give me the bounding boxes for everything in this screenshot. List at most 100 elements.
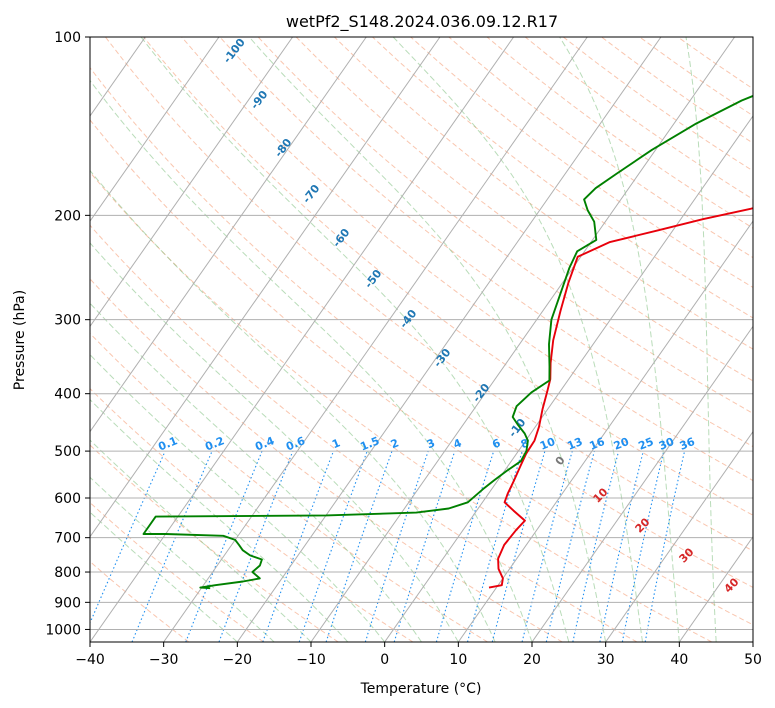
mixing-ratio-label: 10 (538, 435, 557, 453)
moist-adiabat (685, 37, 717, 642)
mixing-ratio-line (572, 450, 620, 642)
dry-adiabat (639, 37, 753, 117)
mixing-ratio-line (621, 450, 665, 642)
dry-adiabat (219, 37, 753, 448)
wetbulb-labels: -100-90-80-70-60-50-40-30-20-100 (221, 36, 568, 468)
mixing-ratio-line (185, 450, 263, 642)
y-tick-label: 300 (54, 313, 81, 329)
mixing-ratio-label: 25 (636, 435, 655, 453)
series-group (142, 94, 753, 590)
dry-adiabat (295, 37, 753, 382)
mixing-ratio-line (131, 450, 213, 642)
y-tick-label: 500 (54, 444, 81, 460)
mixing-ratio-label: 36 (678, 435, 697, 453)
mixing-ratio-line (218, 450, 294, 642)
y-tick-label: 800 (54, 565, 81, 581)
y-tick-label: 600 (54, 491, 81, 507)
y-tick-label: 400 (54, 387, 81, 403)
wetbulb-label: -50 (362, 267, 385, 291)
isotherm (531, 325, 753, 642)
isotherm (0, 37, 72, 642)
chart-title: wetPf2_S148.2024.036.09.12.R17 (286, 12, 558, 32)
theta-label: 10 (591, 485, 611, 505)
mixing-ratio-line (599, 450, 644, 642)
temperature-line (488, 207, 753, 589)
moist-adiabat (559, 37, 680, 642)
isotherm (457, 220, 753, 642)
dry-adiabat (90, 119, 753, 626)
y-tick-label: 700 (54, 531, 81, 547)
moist-adiabat (90, 476, 275, 642)
mixing-ratio-label: 30 (657, 435, 676, 453)
wetbulb-label: -100 (221, 36, 248, 66)
isotherm (310, 37, 736, 642)
moist-adiabat (392, 37, 643, 642)
dry-adiabat (90, 444, 339, 642)
dry-adiabat (90, 387, 414, 642)
mixing-ratio-label: 1 (330, 436, 342, 451)
dry-adiabat (90, 278, 563, 642)
dry-adiabat (90, 171, 712, 642)
isotherm (90, 37, 220, 223)
x-tick-label: 30 (597, 652, 615, 668)
mixing-ratio-line (435, 450, 495, 642)
dry-adiabat (143, 37, 753, 516)
mixing-ratio-line (521, 450, 573, 642)
theta-label: 30 (677, 545, 697, 565)
wetbulb-label: -60 (330, 226, 353, 250)
mixing-ratio-label: 4 (452, 436, 464, 451)
isotherm (236, 37, 662, 642)
isotherm (678, 535, 753, 642)
moist-adiabat (90, 169, 496, 642)
mixing-ratio-label: 16 (588, 435, 607, 453)
x-tick-label: −30 (149, 652, 179, 668)
isotherm (90, 37, 515, 642)
mixing-ratio-line (466, 450, 523, 642)
y-axis: 100 200 300 400 500 600 700 800 900 1000 (45, 30, 90, 638)
x-tick-label: 0 (380, 652, 389, 668)
mixing-ratio-label: 6 (490, 436, 502, 451)
mixing-ratio-label: 8 (519, 436, 531, 451)
dry-adiabat (334, 37, 753, 350)
theta-label: 40 (722, 575, 742, 595)
dewpoint-line (142, 94, 753, 590)
isotherm (605, 430, 753, 642)
isotherm (384, 115, 753, 642)
moist-adiabat (90, 302, 422, 642)
dry-adiabat (105, 37, 753, 552)
isotherm (163, 37, 588, 642)
isotherm (752, 641, 753, 642)
wetbulb-label: -40 (397, 307, 420, 331)
isotherm (90, 37, 294, 328)
mixing-ratio-line (298, 450, 368, 642)
background-lines (0, 37, 753, 642)
x-tick-label: 20 (523, 652, 541, 668)
dry-adiabat (90, 560, 190, 642)
isotherm (90, 37, 367, 433)
mixing-ratio-line (491, 450, 546, 642)
x-tick-label: 10 (449, 652, 467, 668)
wetbulb-label: -80 (272, 136, 295, 160)
wetbulb-label: -70 (300, 182, 323, 206)
dry-adiabat (486, 37, 753, 229)
x-tick-label: 50 (744, 652, 762, 668)
plot-frame (89, 36, 754, 643)
mixing-ratio-label: 3 (425, 436, 437, 451)
moist-adiabat (90, 439, 312, 642)
mixing-ratio-label: 13 (565, 435, 584, 453)
dry-adiabat (448, 37, 753, 259)
x-tick-label: −10 (296, 652, 326, 668)
moist-adiabat (90, 79, 533, 642)
y-tick-label: 100 (54, 30, 81, 46)
dry-adiabat (90, 66, 753, 588)
dry-adiabat (181, 37, 753, 482)
y-tick-label: 900 (54, 595, 81, 611)
x-axis-label: Temperature (°C) (360, 681, 482, 697)
mixing-ratio-line (545, 450, 595, 642)
mixing-ratio-line (262, 450, 335, 642)
mixing-ratio-line (90, 450, 166, 625)
x-axis: −40 −30 −20 −10 0 10 20 30 40 50 (75, 642, 762, 668)
x-tick-label: −20 (223, 652, 253, 668)
moist-adiabat (90, 353, 386, 642)
